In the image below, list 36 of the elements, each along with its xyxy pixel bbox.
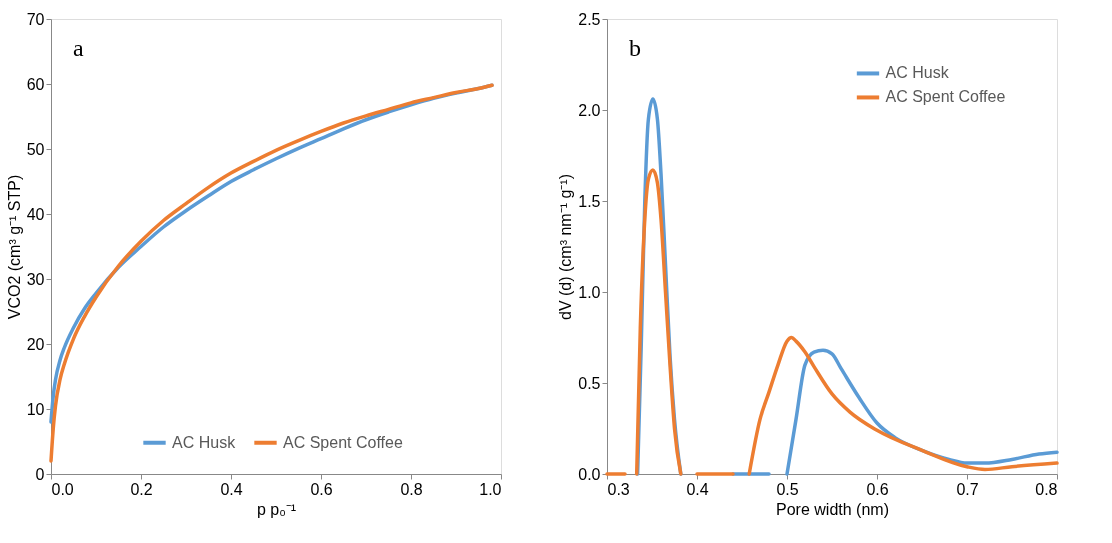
x-axis-title: p p₀⁻¹ — [256, 500, 297, 518]
x-axis-title: Pore width (nm) — [776, 500, 889, 518]
y-axis-title: dV (d) (cm³ nm⁻¹ g⁻¹) — [557, 174, 575, 320]
y-tick-label: 1.5 — [578, 192, 601, 210]
x-tick-label: 0.5 — [776, 480, 799, 498]
x-tick-label: 0.8 — [1035, 480, 1058, 498]
y-tick-label: 50 — [26, 140, 45, 158]
annotation: b — [629, 35, 641, 61]
y-tick-label: 0.5 — [578, 374, 601, 392]
y-tick-label: 0.0 — [578, 465, 601, 483]
y-tick-label: 40 — [26, 205, 45, 223]
x-tick-label: 0.4 — [686, 480, 709, 498]
x-tick-label: 0.3 — [607, 480, 630, 498]
x-tick-label: 0.6 — [866, 480, 889, 498]
y-tick-label: 20 — [26, 335, 45, 353]
y-tick-label: 2.0 — [578, 101, 601, 119]
x-tick-label: 0.6 — [310, 480, 333, 498]
legend-label: AC Spent Coffee — [885, 88, 1006, 106]
x-tick-label: 0.8 — [400, 480, 423, 498]
y-tick-label: 30 — [26, 270, 45, 288]
y-tick-label: 2.5 — [578, 10, 601, 28]
y-tick-label: 0 — [35, 465, 45, 483]
x-tick-label: 0.7 — [956, 480, 979, 498]
legend-label: AC Husk — [172, 433, 237, 451]
x-tick-label: 0.2 — [130, 480, 153, 498]
x-tick-label: 0.4 — [220, 480, 243, 498]
x-tick-label: 1.0 — [479, 480, 502, 498]
x-tick-label: 0.0 — [51, 480, 74, 498]
y-tick-label: 60 — [26, 75, 45, 93]
y-axis-title: VCO2 (cm³ g⁻¹ STP) — [5, 174, 23, 320]
legend-label: AC Spent Coffee — [283, 433, 403, 451]
y-tick-label: 1.0 — [578, 283, 601, 301]
annotation: a — [73, 35, 84, 61]
legend-label: AC Husk — [885, 64, 950, 82]
y-tick-label: 70 — [26, 10, 45, 28]
y-tick-label: 10 — [26, 400, 45, 418]
